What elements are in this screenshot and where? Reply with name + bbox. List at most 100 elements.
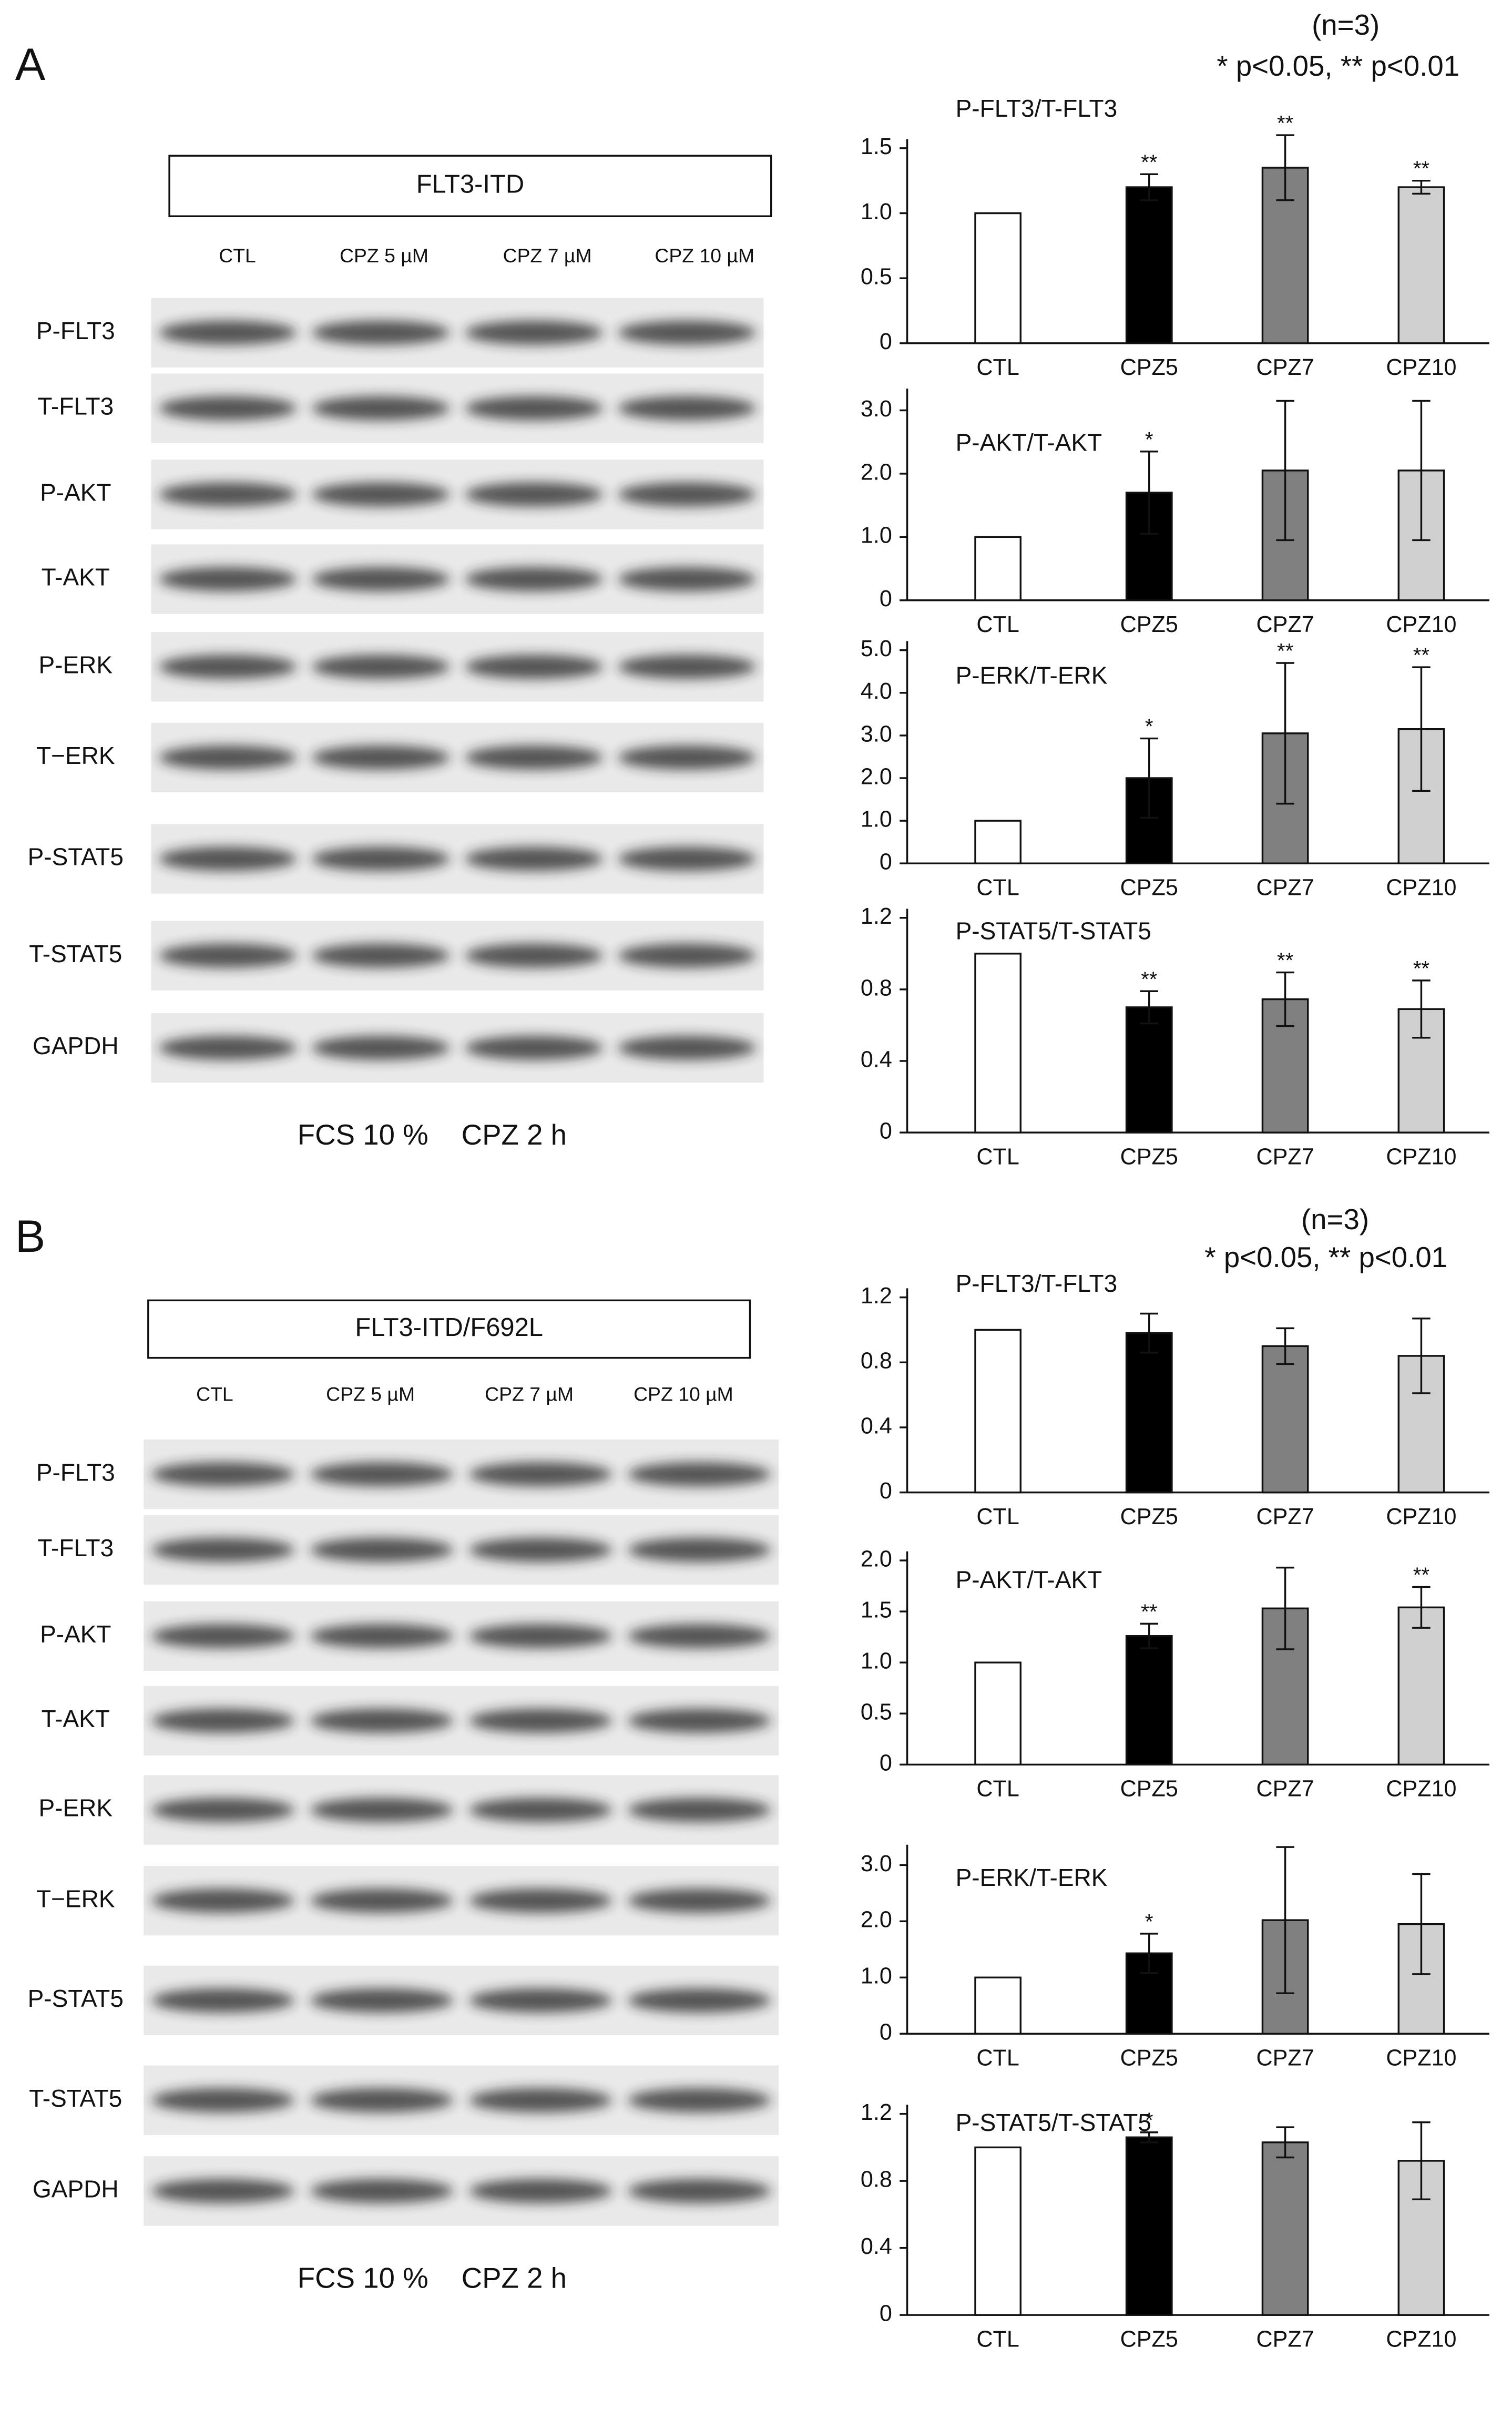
significance-mark: ** bbox=[1141, 1600, 1158, 1624]
treatment: CPZ 2 h bbox=[462, 2262, 567, 2294]
y-tick-label: 0.5 bbox=[861, 1700, 892, 1725]
significance-mark: * bbox=[1145, 427, 1153, 451]
x-tick-label: CPZ7 bbox=[1256, 875, 1314, 900]
y-tick-label: 1.2 bbox=[861, 904, 892, 929]
error-bar bbox=[1276, 1846, 1294, 1994]
y-tick-label: 0 bbox=[880, 2301, 892, 2326]
construct-label: FLT3-ITD bbox=[416, 170, 524, 199]
x-tick-label: CTL bbox=[976, 875, 1019, 900]
x-tick-label: CTL bbox=[976, 612, 1019, 637]
blot-band bbox=[469, 1537, 612, 1562]
error-bar bbox=[1140, 451, 1159, 535]
blot-band bbox=[312, 1036, 450, 1060]
blot-band bbox=[469, 2179, 612, 2203]
blot-band bbox=[151, 1462, 295, 1487]
blot-band bbox=[312, 482, 450, 507]
blot-band bbox=[628, 2179, 771, 2203]
bar bbox=[974, 536, 1022, 601]
blot-band bbox=[310, 2179, 454, 2203]
blot-band bbox=[159, 745, 297, 770]
blot-band bbox=[159, 482, 297, 507]
blot-band bbox=[628, 1798, 771, 1822]
significance-mark: ** bbox=[1141, 150, 1158, 174]
y-tick-label: 1.2 bbox=[861, 2100, 892, 2125]
bar bbox=[1261, 2141, 1309, 2316]
y-tick-label: 3.0 bbox=[861, 396, 892, 422]
error-bar bbox=[1412, 1318, 1431, 1394]
x-tick-label: CTL bbox=[976, 1504, 1019, 1529]
panel-label: A bbox=[15, 39, 46, 90]
blot-band bbox=[310, 2088, 454, 2112]
blot-label: P-ERK bbox=[39, 651, 113, 678]
x-tick-label: CPZ5 bbox=[1120, 355, 1178, 380]
y-tick-label: 1.2 bbox=[861, 1283, 892, 1309]
y-tick-label: 3.0 bbox=[861, 1851, 892, 1876]
error-bar bbox=[1412, 2121, 1431, 2200]
blot-band bbox=[465, 943, 603, 968]
blot-label: T−ERK bbox=[36, 742, 115, 769]
significance-mark: ** bbox=[1413, 1563, 1430, 1587]
x-tick-label: CPZ10 bbox=[1386, 875, 1456, 900]
blot-band bbox=[628, 2088, 771, 2112]
x-tick-label: CPZ5 bbox=[1120, 1144, 1178, 1169]
x-tick-label: CPZ10 bbox=[1386, 355, 1456, 380]
blot-label: T-FLT3 bbox=[37, 393, 114, 420]
blot-band bbox=[465, 320, 603, 345]
chart-title: P-AKT/T-AKT bbox=[956, 1566, 1102, 1593]
blot-band bbox=[312, 745, 450, 770]
blot-band bbox=[469, 2088, 612, 2112]
x-tick-label: CPZ10 bbox=[1386, 1777, 1456, 1802]
y-tick-label: 1.5 bbox=[861, 134, 892, 159]
blot-band bbox=[310, 1889, 454, 1913]
blot-band bbox=[312, 567, 450, 591]
chart-title: P-FLT3/T-FLT3 bbox=[956, 1270, 1118, 1297]
y-tick-label: 0.4 bbox=[861, 2234, 892, 2259]
x-tick-label: CPZ7 bbox=[1256, 1777, 1314, 1802]
error-bar bbox=[1276, 400, 1294, 542]
bar bbox=[1125, 1332, 1173, 1494]
lane-label: CTL bbox=[219, 244, 256, 267]
x-tick-label: CTL bbox=[976, 355, 1019, 380]
x-tick-label: CPZ7 bbox=[1256, 2326, 1314, 2352]
y-tick-label: 4.0 bbox=[861, 679, 892, 704]
lane-label: CPZ 10 µM bbox=[655, 244, 754, 267]
bar bbox=[974, 953, 1022, 1134]
blot-band bbox=[628, 1624, 771, 1648]
y-tick-label: 0.8 bbox=[861, 2167, 892, 2192]
lane-label: CTL bbox=[196, 1383, 233, 1405]
blot-label: P-FLT3 bbox=[36, 317, 115, 344]
error-bar bbox=[1140, 1933, 1159, 1974]
blot-band bbox=[618, 943, 756, 968]
blot-band bbox=[618, 482, 756, 507]
blot-band bbox=[618, 396, 756, 421]
error-bar bbox=[1140, 990, 1159, 1025]
error-bar bbox=[1412, 400, 1431, 542]
error-bar bbox=[1412, 1586, 1431, 1629]
x-tick-label: CTL bbox=[976, 1777, 1019, 1802]
blot-band bbox=[312, 396, 450, 421]
error-bar bbox=[1276, 1327, 1294, 1365]
blot-band bbox=[310, 1462, 454, 1487]
blot-label: T-AKT bbox=[42, 564, 110, 591]
y-tick-label: 2.0 bbox=[861, 1546, 892, 1571]
lane-label: CPZ 10 µM bbox=[634, 1383, 733, 1405]
blot-band bbox=[469, 1798, 612, 1822]
blot-band bbox=[159, 846, 297, 871]
y-tick-label: 1.0 bbox=[861, 1964, 892, 1989]
error-bar bbox=[1140, 1622, 1159, 1649]
x-tick-label: CPZ10 bbox=[1386, 2046, 1456, 2071]
significance-mark: * bbox=[1145, 714, 1153, 738]
blot-label: P-FLT3 bbox=[36, 1458, 115, 1486]
significance-mark: * bbox=[1145, 2108, 1153, 2132]
x-tick-label: CPZ10 bbox=[1386, 1504, 1456, 1529]
blot-band bbox=[469, 1708, 612, 1733]
blot-band bbox=[465, 1036, 603, 1060]
blot-band bbox=[628, 1988, 771, 2013]
x-tick-label: CTL bbox=[976, 2046, 1019, 2071]
x-tick-label: CPZ5 bbox=[1120, 612, 1178, 637]
bar bbox=[1125, 2136, 1173, 2316]
x-tick-label: CPZ5 bbox=[1120, 875, 1178, 900]
blot-band bbox=[618, 1036, 756, 1060]
x-tick-label: CPZ5 bbox=[1120, 1504, 1178, 1529]
